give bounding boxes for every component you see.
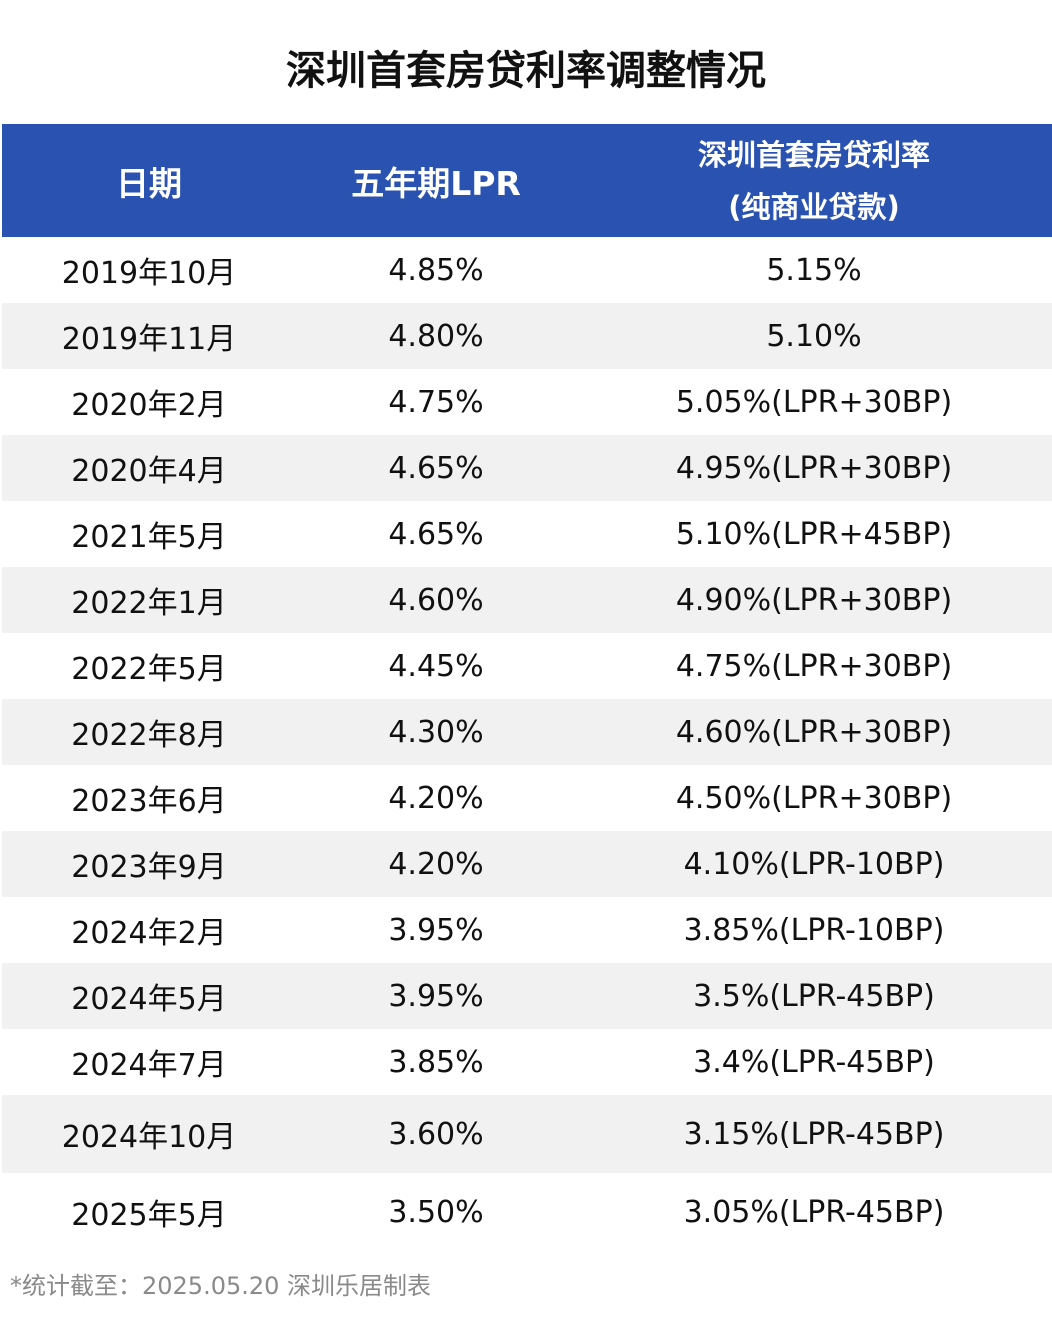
table-row: 2022年8月 4.30% 4.60%(LPR+30BP) xyxy=(2,699,1052,765)
table-row: 2023年6月 4.20% 4.50%(LPR+30BP) xyxy=(2,765,1052,831)
date-cell: 2019年11月 xyxy=(2,303,296,369)
lpr-cell: 3.50% xyxy=(388,1194,484,1230)
lpr-cell: 4.65% xyxy=(388,516,484,552)
lpr-cell: 4.85% xyxy=(388,252,484,288)
rate-cell: 3.05%(LPR-45BP) xyxy=(683,1194,945,1230)
rate-cell: 5.05%(LPR+30BP) xyxy=(675,384,953,420)
date-cell: 2021年5月 xyxy=(71,520,227,555)
header-rate-sub: (纯商业贷款) xyxy=(728,189,900,224)
rate-cell: 3.4%(LPR-45BP) xyxy=(693,1044,935,1080)
rate-cell: 4.75%(LPR+30BP) xyxy=(675,648,953,684)
table-row: 2020年4月 4.65% 4.95%(LPR+30BP) xyxy=(2,435,1052,501)
table-row: 2019年11月 4.80% 5.10% xyxy=(2,303,1052,369)
date-cell: 2024年2月 xyxy=(71,916,227,951)
date-cell: 2024年10月 xyxy=(2,1095,296,1173)
table-row: 2024年2月 3.95% 3.85%(LPR-10BP) xyxy=(2,897,1052,963)
date-cell: 2019年10月 xyxy=(61,256,237,291)
rate-cell: 5.15% xyxy=(766,252,862,288)
footnote: *统计截至：2025.05.20 深圳乐居制表 xyxy=(10,1272,432,1300)
table-row: 2024年7月 3.85% 3.4%(LPR-45BP) xyxy=(2,1029,1052,1095)
date-cell: 2023年6月 xyxy=(71,784,227,819)
lpr-cell: 3.85% xyxy=(388,1044,484,1080)
header-rate-main: 深圳首套房贷利率 xyxy=(697,137,930,172)
lpr-cell: 3.95% xyxy=(388,912,484,948)
lpr-cell: 4.30% xyxy=(296,699,576,765)
date-cell: 2024年5月 xyxy=(2,963,296,1029)
table-row: 2021年5月 4.65% 5.10%(LPR+45BP) xyxy=(2,501,1052,567)
table-row: 2024年5月 3.95% 3.5%(LPR-45BP) xyxy=(2,963,1052,1029)
lpr-cell: 4.80% xyxy=(296,303,576,369)
rate-cell: 4.60%(LPR+30BP) xyxy=(576,699,1052,765)
rate-cell: 5.10%(LPR+45BP) xyxy=(675,516,953,552)
date-cell: 2022年8月 xyxy=(2,699,296,765)
rate-table: 日期 五年期LPR 深圳首套房贷利率 (纯商业贷款) 2019年10月 4.85%… xyxy=(2,124,1052,1251)
rate-cell: 3.15%(LPR-45BP) xyxy=(576,1095,1052,1173)
table-row: 2023年9月 4.20% 4.10%(LPR-10BP) xyxy=(2,831,1052,897)
lpr-cell: 4.20% xyxy=(388,780,484,816)
date-cell: 2022年1月 xyxy=(2,567,296,633)
lpr-cell: 3.95% xyxy=(296,963,576,1029)
lpr-cell: 4.75% xyxy=(388,384,484,420)
table-row: 2019年10月 4.85% 5.15% xyxy=(2,237,1052,303)
rate-cell: 4.90%(LPR+30BP) xyxy=(576,567,1052,633)
date-cell: 2020年4月 xyxy=(2,435,296,501)
rate-cell: 4.50%(LPR+30BP) xyxy=(675,780,953,816)
header-date: 日期 xyxy=(2,124,296,237)
lpr-cell: 4.65% xyxy=(296,435,576,501)
rate-cell: 4.95%(LPR+30BP) xyxy=(576,435,1052,501)
header-rate: 深圳首套房贷利率 (纯商业贷款) xyxy=(576,124,1052,237)
lpr-cell: 4.60% xyxy=(296,567,576,633)
rate-cell: 5.10% xyxy=(576,303,1052,369)
page-title: 深圳首套房贷利率调整情况 xyxy=(286,48,766,94)
lpr-cell: 3.60% xyxy=(296,1095,576,1173)
table-row: 2022年5月 4.45% 4.75%(LPR+30BP) xyxy=(2,633,1052,699)
date-cell: 2025年5月 xyxy=(71,1198,227,1233)
table-row: 2020年2月 4.75% 5.05%(LPR+30BP) xyxy=(2,369,1052,435)
table-row: 2025年5月 3.50% 3.05%(LPR-45BP) xyxy=(2,1173,1052,1251)
table-row: 2024年10月 3.60% 3.15%(LPR-45BP) xyxy=(2,1095,1052,1173)
date-cell: 2023年9月 xyxy=(2,831,296,897)
rate-cell: 4.10%(LPR-10BP) xyxy=(576,831,1052,897)
lpr-cell: 4.20% xyxy=(296,831,576,897)
rate-cell: 3.85%(LPR-10BP) xyxy=(683,912,945,948)
table-header: 日期 五年期LPR 深圳首套房贷利率 (纯商业贷款) xyxy=(2,124,1052,237)
header-lpr: 五年期LPR xyxy=(296,124,576,237)
table-row: 2022年1月 4.60% 4.90%(LPR+30BP) xyxy=(2,567,1052,633)
date-cell: 2020年2月 xyxy=(71,388,227,423)
rate-cell: 3.5%(LPR-45BP) xyxy=(576,963,1052,1029)
date-cell: 2022年5月 xyxy=(71,652,227,687)
date-cell: 2024年7月 xyxy=(71,1048,227,1083)
lpr-cell: 4.45% xyxy=(388,648,484,684)
